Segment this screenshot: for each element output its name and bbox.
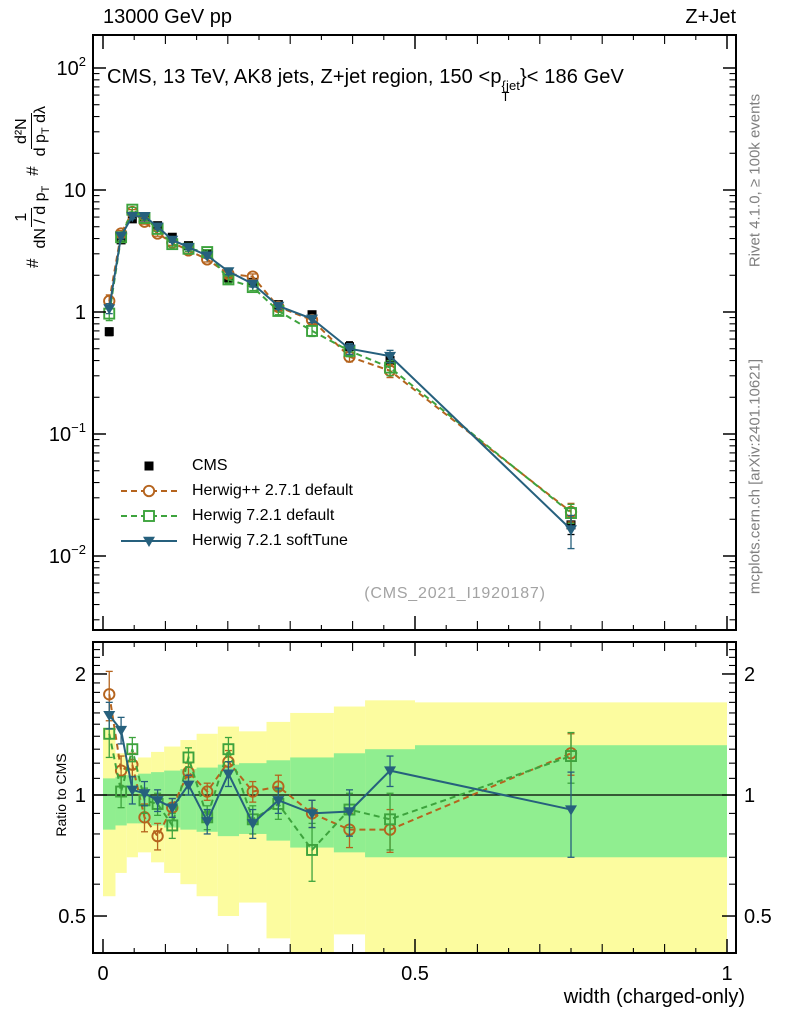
plot-title-suffix: }< 186 GeV: [520, 66, 624, 88]
ylabel-frac1-den: dN / d pT: [32, 181, 53, 254]
legend-item-herwig7-default: Herwig 7.2.1 default: [120, 503, 353, 528]
axis-tick-labels: 102 10 1 10−1 10−2 2 2 1 1 0.5 0.5 0 0.5 1: [49, 54, 772, 985]
x-axis-title: width (charged-only): [563, 986, 745, 1008]
svg-text:1: 1: [75, 302, 86, 324]
ylabel-fraction-2: d²N d pT dλ: [12, 101, 53, 161]
legend: CMS Herwig++ 2.7.1 default Herwig 7.2.1 …: [120, 453, 353, 553]
ratio-uncertainty-bands: [103, 700, 727, 953]
pt-subscript: T: [501, 89, 510, 104]
svg-text:1: 1: [744, 785, 755, 807]
svg-text:0.5: 0.5: [58, 906, 86, 928]
ylabel-frac2-den-sub: T: [40, 127, 53, 135]
herwig7-marker-icon: [121, 509, 177, 522]
ratio-y-axis-label: Ratio to CMS: [53, 753, 69, 837]
rivet-version-note: Rivet 4.1.0, ≥ 100k events: [746, 93, 764, 268]
analysis-id-watermark: (CMS_2021_I1920187): [364, 585, 546, 602]
legend-label: Herwig 7.2.1 softTune: [192, 531, 348, 549]
svg-text:102: 102: [57, 54, 86, 80]
legend-label: CMS: [192, 456, 228, 474]
ylabel-frac2-den-text2: dλ: [32, 105, 50, 128]
herwigpp-marker-icon: [121, 484, 177, 497]
axis-ticks: [93, 35, 736, 953]
main-series-soft: [103, 211, 577, 550]
ylabel-hash-1: #: [23, 258, 42, 269]
svg-text:1: 1: [721, 963, 732, 985]
legend-item-cms: CMS: [120, 453, 353, 478]
mcplots-arxiv-note: mcplots.cern.ch [arXiv:2401.10621]: [746, 358, 764, 595]
ylabel-hash-2: #: [23, 166, 42, 176]
pt-superscript: {jet: [501, 78, 521, 93]
herwig7-softtune-marker-icon: [121, 536, 177, 547]
ylabel-frac2-den: d pT dλ: [32, 101, 53, 161]
svg-text:0: 0: [97, 963, 108, 985]
svg-text:10−2: 10−2: [49, 542, 86, 568]
ylabel-frac1-den-text: dN / d p: [32, 192, 50, 249]
legend-label: Herwig++ 2.7.1 default: [192, 481, 353, 499]
legend-item-herwig7-softtune: Herwig 7.2.1 softTune: [120, 528, 353, 553]
svg-text:0.5: 0.5: [401, 963, 429, 985]
ylabel-fraction-1: 1 dN / d pT: [12, 181, 53, 254]
process-label: Z+Jet: [685, 6, 736, 28]
plot-title-text: CMS, 13 TeV, AK8 jets, Z+jet region, 150…: [107, 66, 502, 88]
ylabel-frac2-num: d²N: [12, 113, 33, 150]
plot-title: CMS, 13 TeV, AK8 jets, Z+jet region, 150…: [107, 66, 624, 104]
svg-text:2: 2: [744, 664, 755, 686]
ylabel-frac2-den-text: d p: [32, 134, 50, 157]
svg-text:1: 1: [75, 785, 86, 807]
beam-energy-label: 13000 GeV pp: [103, 6, 232, 28]
svg-text:2: 2: [75, 664, 86, 686]
pt-superscript-subscript: {jet T: [501, 78, 521, 104]
svg-text:10−1: 10−1: [49, 420, 86, 446]
ratio-series-soft: [103, 701, 577, 858]
main-y-axis-label: # 1 dN / d pT # d²N d pT dλ: [3, 27, 63, 347]
svg-text:10: 10: [64, 180, 86, 202]
legend-item-herwigpp-default: Herwig++ 2.7.1 default: [120, 478, 353, 503]
svg-text:0.5: 0.5: [744, 906, 772, 928]
ylabel-frac1-den-sub: T: [40, 185, 53, 193]
ylabel-frac1-num: 1: [12, 207, 33, 227]
cms-marker-icon: [144, 461, 154, 470]
legend-label: Herwig 7.2.1 default: [192, 506, 335, 524]
